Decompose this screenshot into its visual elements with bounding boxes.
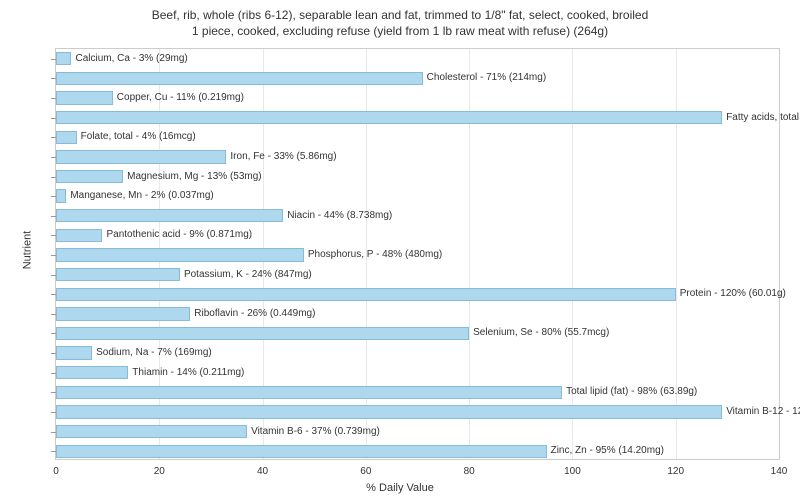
x-tick-label: 120 <box>667 466 684 477</box>
nutrient-label: Magnesium, Mg - 13% (53mg) <box>127 172 262 182</box>
nutrient-label: Vitamin B-6 - 37% (0.739mg) <box>251 427 380 437</box>
nutrient-label: Sodium, Na - 7% (169mg) <box>96 348 212 358</box>
nutrient-bar <box>56 405 722 418</box>
nutrient-label: Pantothenic acid - 9% (0.871mg) <box>106 230 252 240</box>
nutrient-bar <box>56 288 676 301</box>
nutrient-label: Niacin - 44% (8.738mg) <box>287 211 392 221</box>
nutrient-label: Phosphorus, P - 48% (480mg) <box>308 250 442 260</box>
plot-area: 020406080100120140Calcium, Ca - 3% (29mg… <box>55 48 780 460</box>
nutrient-bar <box>56 366 128 379</box>
nutrient-bar <box>56 131 77 144</box>
nutrient-bar <box>56 209 283 222</box>
title-line-2: 1 piece, cooked, excluding refuse (yield… <box>192 24 608 38</box>
nutrient-label: Protein - 120% (60.01g) <box>680 289 786 299</box>
nutrient-bar <box>56 111 722 124</box>
x-tick-label: 40 <box>257 466 268 477</box>
title-line-1: Beef, rib, whole (ribs 6-12), separable … <box>152 8 649 22</box>
nutrient-bar <box>56 91 113 104</box>
nutrient-bar <box>56 170 123 183</box>
y-axis-label: Nutrient <box>21 231 33 270</box>
nutrient-label: Selenium, Se - 80% (55.7mcg) <box>473 328 609 338</box>
x-tick-label: 140 <box>771 466 788 477</box>
x-tick-label: 60 <box>360 466 371 477</box>
nutrient-label: Copper, Cu - 11% (0.219mg) <box>117 93 244 103</box>
nutrient-label: Fatty acids, total saturated - 129% (25.… <box>726 113 800 123</box>
chart-container: Beef, rib, whole (ribs 6-12), separable … <box>0 0 800 500</box>
nutrient-bar <box>56 229 102 242</box>
x-tick-label: 20 <box>154 466 165 477</box>
nutrient-bar <box>56 72 423 85</box>
nutrient-label: Total lipid (fat) - 98% (63.89g) <box>566 387 697 397</box>
nutrient-label: Vitamin B-12 - 129% (7.74mcg) <box>726 407 800 417</box>
x-axis-label: % Daily Value <box>366 482 434 494</box>
nutrient-bar <box>56 307 190 320</box>
nutrient-bar <box>56 445 547 458</box>
nutrient-bar <box>56 189 66 202</box>
x-tick-label: 100 <box>564 466 581 477</box>
nutrient-bar <box>56 52 71 65</box>
nutrient-bar <box>56 346 92 359</box>
nutrient-label: Iron, Fe - 33% (5.86mg) <box>230 152 336 162</box>
nutrient-label: Calcium, Ca - 3% (29mg) <box>75 54 187 64</box>
nutrient-bar <box>56 386 562 399</box>
chart-title: Beef, rib, whole (ribs 6-12), separable … <box>0 0 800 43</box>
nutrient-bar <box>56 248 304 261</box>
nutrient-label: Thiamin - 14% (0.211mg) <box>132 368 244 378</box>
nutrient-label: Zinc, Zn - 95% (14.20mg) <box>551 446 664 456</box>
nutrient-bar <box>56 150 226 163</box>
x-tick-label: 80 <box>464 466 475 477</box>
nutrient-bar <box>56 425 247 438</box>
nutrient-label: Potassium, K - 24% (847mg) <box>184 270 312 280</box>
nutrient-label: Folate, total - 4% (16mcg) <box>81 132 196 142</box>
x-tick-label: 0 <box>53 466 59 477</box>
nutrient-label: Riboflavin - 26% (0.449mg) <box>194 309 315 319</box>
nutrient-label: Cholesterol - 71% (214mg) <box>427 73 547 83</box>
nutrient-label: Manganese, Mn - 2% (0.037mg) <box>70 191 213 201</box>
nutrient-bar <box>56 268 180 281</box>
nutrient-bar <box>56 327 469 340</box>
